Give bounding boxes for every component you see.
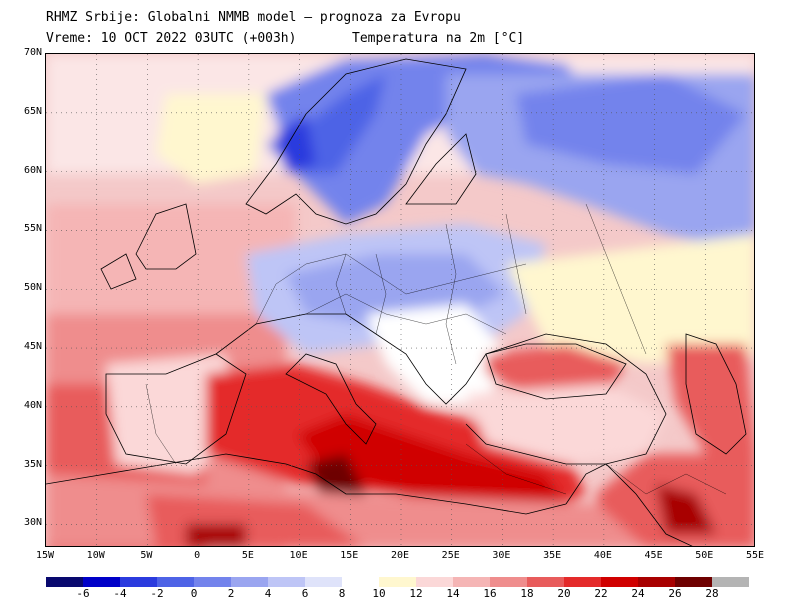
colorbar-tick-label: 10 (372, 587, 386, 600)
longitude-label: 50E (695, 550, 714, 561)
latitude-label: 35N (23, 458, 42, 470)
colorbar-swatch (712, 577, 749, 587)
colorbar-tick-label: 16 (483, 587, 497, 600)
latitude-label: 45N (23, 341, 42, 353)
field-name: Temperatura na 2m [°C] (352, 31, 525, 46)
colorbar-swatch (83, 577, 120, 587)
longitude-label: 0 (194, 550, 201, 561)
colorbar-tick-label: 18 (520, 587, 534, 600)
longitude-label: 5W (140, 550, 153, 561)
longitude-label: 45E (644, 550, 663, 561)
temperature-map (45, 53, 755, 547)
colorbar-tick-label: -2 (150, 587, 164, 600)
longitude-label: 10W (86, 550, 105, 561)
colorbar-swatch (157, 577, 194, 587)
colorbar-swatch (379, 577, 416, 587)
longitude-label: 20E (390, 550, 410, 561)
temperature-field (46, 54, 754, 546)
colorbar-tick-label: 28 (705, 587, 719, 600)
colorbar-swatch (268, 577, 305, 587)
colorbar-swatch (490, 577, 527, 587)
colorbar-tick-label: 26 (668, 587, 682, 600)
colorbar-swatch (342, 577, 379, 587)
colorbar-swatch (194, 577, 231, 587)
latitude-label: 60N (23, 164, 42, 176)
colorbar-tick-label: 14 (446, 587, 460, 600)
colorbar-swatch (231, 577, 268, 587)
longitude-label: 15W (35, 550, 55, 561)
colorbar (46, 577, 749, 587)
colorbar-tick-label: 0 (190, 587, 198, 600)
colorbar-swatch (46, 577, 83, 587)
longitude-label: 35E (543, 550, 562, 561)
forecast-time: Vreme: 10 OCT 2022 03UTC (+003h) (46, 31, 297, 46)
colorbar-swatch (675, 577, 712, 587)
latitude-label: 30N (23, 517, 42, 529)
colorbar-tick-label: 6 (301, 587, 309, 600)
colorbar-swatch (527, 577, 564, 587)
colorbar-tick-label: 12 (409, 587, 423, 600)
colorbar-swatch (601, 577, 638, 587)
longitude-label: 5E (241, 550, 254, 561)
map-title: RHMZ Srbije: Globalni NMMB model — progn… (46, 10, 461, 25)
map-canvas (46, 54, 754, 546)
colorbar-tick-label: 2 (227, 587, 235, 600)
colorbar-tick-label: 22 (594, 587, 608, 600)
longitude-label: 25E (441, 550, 460, 561)
colorbar-tick-label: -6 (76, 587, 90, 600)
longitude-label: 55E (745, 550, 765, 561)
colorbar-swatch (638, 577, 675, 587)
colorbar-swatch (305, 577, 342, 587)
colorbar-swatch (120, 577, 157, 587)
colorbar-tick-label: 20 (557, 587, 571, 600)
colorbar-swatch (564, 577, 601, 587)
latitude-label: 70N (23, 47, 42, 58)
longitude-label: 30E (492, 550, 511, 561)
colorbar-tick-label: -4 (113, 587, 127, 600)
latitude-label: 40N (23, 399, 42, 411)
colorbar-tick-label: 8 (338, 587, 346, 600)
latitude-label: 65N (23, 105, 42, 117)
colorbar-tick-label: 4 (264, 587, 272, 600)
coastlines (46, 58, 747, 546)
colorbar-swatch (416, 577, 453, 587)
longitude-label: 15E (340, 550, 359, 561)
latitude-label: 50N (23, 282, 42, 294)
colorbar-swatch (453, 577, 490, 587)
latitude-label: 55N (23, 223, 42, 235)
colorbar-tick-label: 24 (631, 587, 645, 600)
longitude-label: 40E (593, 550, 612, 561)
longitude-label: 10E (289, 550, 308, 561)
graticule (46, 54, 754, 546)
